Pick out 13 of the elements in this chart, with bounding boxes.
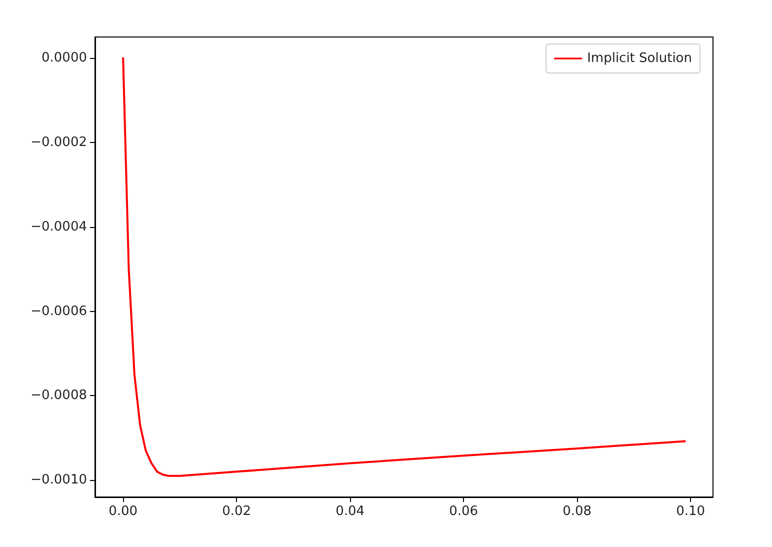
x-tick-label: 0.02: [222, 504, 252, 519]
legend-label: Implicit Solution: [587, 51, 692, 66]
y-tick-label: −0.0008: [30, 388, 87, 404]
x-tick-label: 0.10: [676, 504, 706, 519]
y-tick-label: 0.0000: [42, 50, 87, 66]
x-tick-label: 0.06: [449, 504, 478, 519]
x-tick-label: 0.00: [108, 504, 138, 519]
x-tick-label: 0.08: [562, 504, 592, 519]
y-tick-label: −0.0010: [30, 472, 87, 488]
y-tick-label: −0.0004: [30, 219, 87, 234]
y-tick-label: −0.0002: [30, 135, 87, 150]
y-tick-label: −0.0006: [30, 304, 87, 319]
x-tick-label: 0.04: [336, 504, 365, 519]
